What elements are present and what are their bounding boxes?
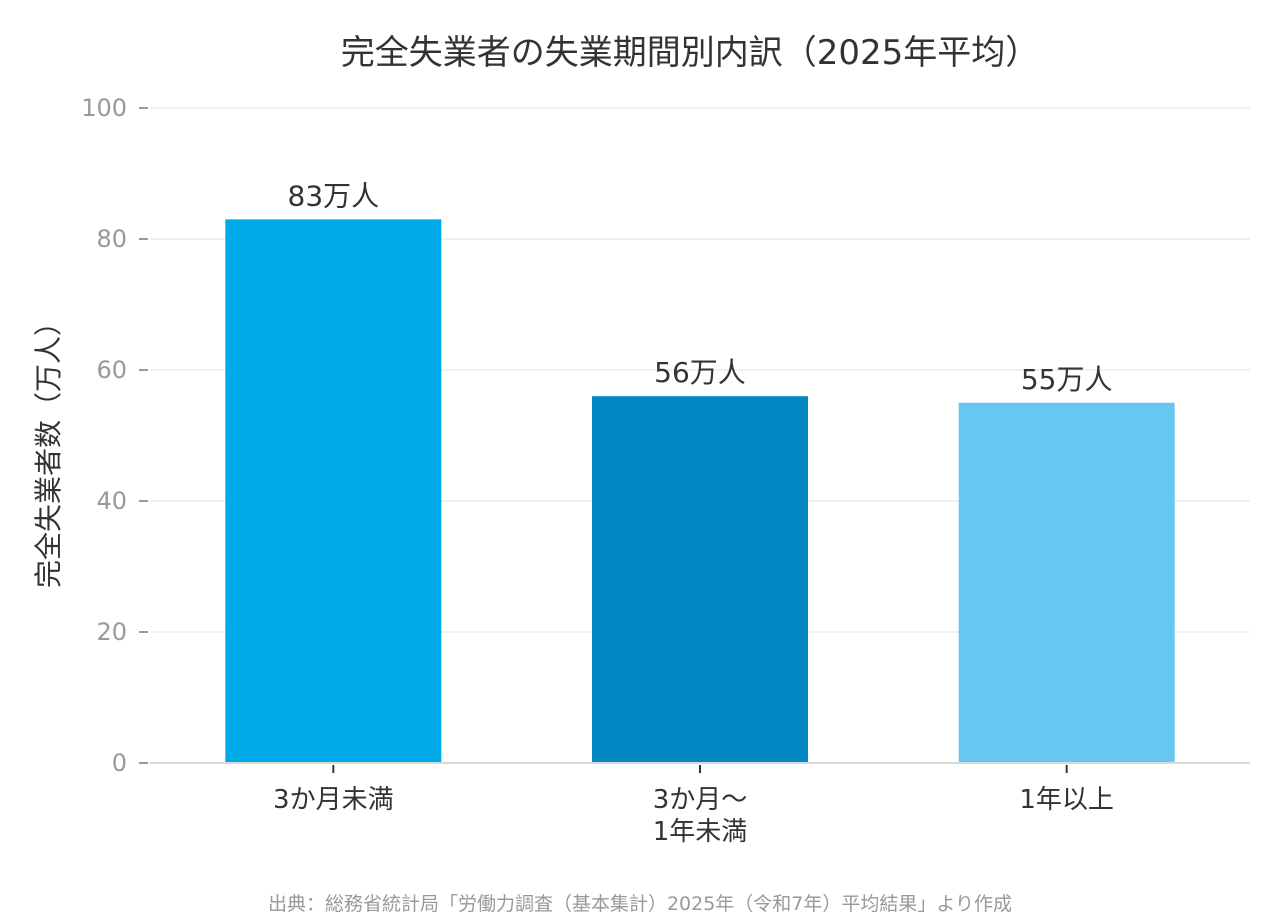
x-tick-label: 1年未満 [653,817,748,847]
bar [592,396,808,763]
x-tick-label: 1年以上 [1019,785,1114,815]
y-axis-ticks: 0 20 40 60 80 100 [81,94,148,777]
x-tick-label: 3か月～ [653,785,748,815]
bar-value-label: 83万人 [288,179,380,212]
bar-value-label: 56万人 [654,356,746,389]
source-note: 出典：総務省統計局「労働力調査（基本集計）2025年（令和7年）平均結果」より作… [268,893,1012,915]
bar [958,402,1175,763]
value-labels: 83万人 56万人 55万人 [288,179,1113,395]
y-axis-label: 完全失業者数（万人） [32,308,65,588]
y-tick-label: 60 [96,356,127,384]
y-tick-label: 40 [96,487,127,515]
y-tick-label: 100 [81,94,127,122]
bar-value-label: 55万人 [1021,363,1113,396]
x-tick-label: 3か月未満 [273,785,394,815]
y-tick-label: 0 [112,749,127,777]
y-tick-label: 80 [96,225,127,253]
chart-title: 完全失業者の失業期間別内訳（2025年平均） [341,33,1040,73]
bars [225,219,1175,764]
x-axis-ticks: 3か月未満 3か月～1年未満 1年以上 [273,765,1114,847]
bar [225,219,442,764]
y-tick-label: 20 [96,618,127,646]
